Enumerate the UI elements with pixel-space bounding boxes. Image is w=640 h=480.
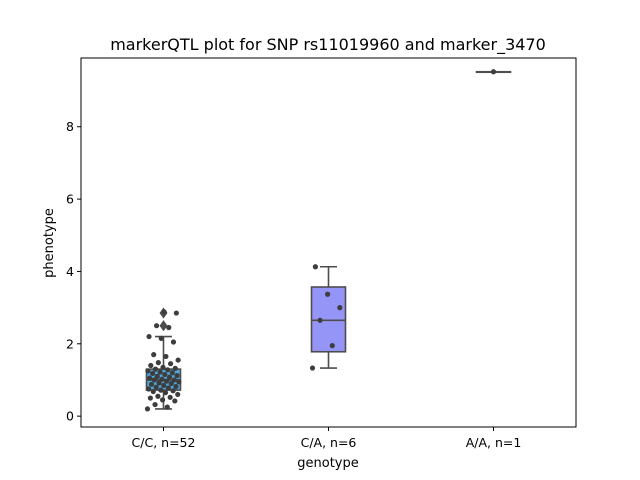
- chart-title: markerQTL plot for SNP rs11019960 and ma…: [110, 35, 546, 55]
- y-tick-label: 4: [66, 264, 74, 279]
- data-point: [151, 352, 157, 358]
- data-point: [148, 381, 155, 387]
- points-1: [309, 264, 343, 371]
- y-tick-label: 6: [66, 192, 74, 207]
- data-point: [155, 360, 161, 366]
- data-point: [176, 379, 182, 385]
- data-point: [170, 388, 176, 394]
- data-point: [154, 373, 160, 379]
- data-point: [155, 393, 161, 399]
- data-point: [317, 317, 323, 323]
- y-tick-label: 2: [66, 336, 74, 351]
- data-point: [144, 406, 151, 412]
- data-point: [152, 401, 158, 408]
- data-point: [168, 380, 174, 387]
- data-point: [169, 370, 175, 376]
- data-point: [171, 377, 177, 383]
- data-point: [160, 397, 166, 403]
- data-point: [337, 305, 343, 311]
- data-point: [167, 394, 173, 400]
- data-point: [163, 378, 170, 384]
- x-tick-label: C/C, n=52: [132, 435, 196, 450]
- data-point: [146, 333, 152, 340]
- data-point: [157, 369, 163, 375]
- data-point: [160, 364, 166, 370]
- data-point: [152, 366, 159, 372]
- data-point: [165, 367, 171, 373]
- x-axis-label: genotype: [297, 456, 358, 471]
- data-point: [490, 69, 497, 75]
- data-point: [174, 373, 180, 379]
- data-point: [173, 310, 179, 316]
- data-point: [147, 375, 153, 381]
- x-axis: C/C, n=52 C/A, n=6 A/A, n=1: [132, 427, 522, 450]
- data-point: [162, 371, 168, 378]
- y-axis: 0 2 4 6 8: [66, 119, 81, 424]
- y-tick-label: 8: [66, 119, 74, 134]
- data-point: [325, 291, 331, 297]
- data-point: [161, 309, 167, 315]
- data-point: [146, 386, 152, 392]
- data-point: [148, 362, 154, 369]
- data-point: [170, 339, 177, 345]
- data-point: [147, 395, 153, 401]
- data-point: [175, 391, 181, 398]
- data-point: [153, 323, 160, 329]
- data-point: [312, 264, 318, 270]
- data-point: [166, 374, 173, 380]
- x-tick-label: A/A, n=1: [466, 435, 522, 450]
- data-point: [329, 343, 335, 349]
- data-point: [309, 365, 316, 371]
- data-point: [158, 335, 164, 341]
- data-point: [164, 404, 170, 410]
- data-point: [163, 353, 169, 360]
- data-point: [153, 384, 159, 390]
- x-tick-label: C/A, n=6: [301, 435, 357, 450]
- data-point: [165, 385, 171, 391]
- data-point: [172, 398, 178, 404]
- data-point: [145, 368, 151, 374]
- data-point: [175, 357, 181, 363]
- box-iqr: [310, 286, 347, 353]
- data-point: [150, 388, 156, 395]
- data-point: [149, 370, 156, 377]
- data-point: [151, 377, 157, 383]
- data-point: [172, 365, 178, 371]
- outlier-marker: [159, 320, 168, 332]
- points-0: [144, 309, 182, 412]
- box-1: [310, 265, 347, 369]
- y-tick-label: 0: [66, 409, 74, 424]
- data-point: [156, 380, 162, 386]
- data-point: [161, 382, 167, 388]
- plot-area: [144, 69, 512, 412]
- y-axis-label: phenotype: [42, 208, 57, 278]
- data-point: [158, 387, 164, 393]
- data-point: [167, 361, 174, 367]
- points-2: [490, 69, 497, 75]
- data-point: [162, 390, 169, 396]
- data-point: [166, 324, 172, 331]
- data-point: [159, 376, 165, 382]
- data-point: [173, 383, 179, 390]
